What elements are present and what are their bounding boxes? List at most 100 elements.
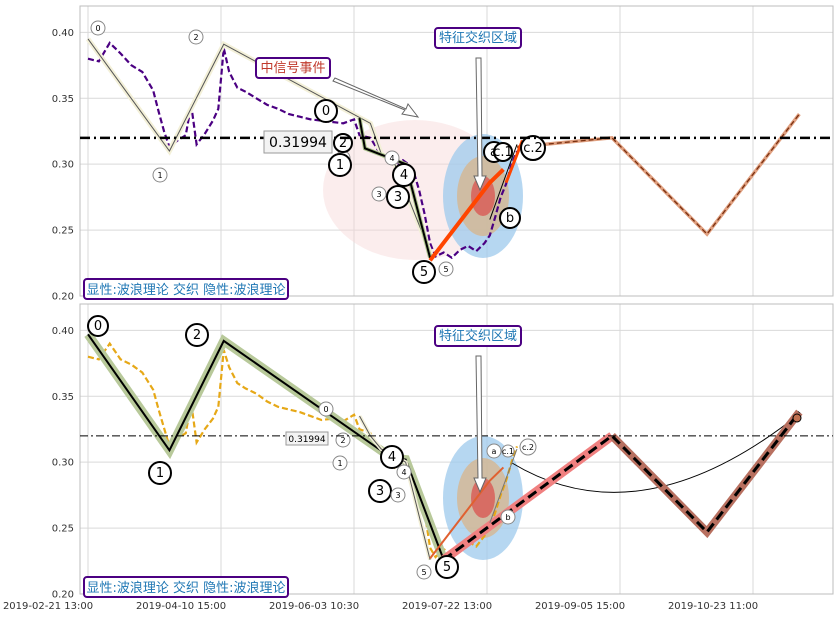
top-wave-labels: 0122345012345ac.1c.2b bbox=[90, 20, 546, 284]
top-explicit-annotation: 显性:波浪理论 交织 隐性:波浪理论 bbox=[83, 278, 289, 300]
wave-label: a bbox=[492, 447, 497, 456]
top-feature-zone-annotation: 特征交织区域 bbox=[434, 27, 522, 192]
y-tick-label: 0.20 bbox=[52, 590, 74, 601]
wave-label: 2 bbox=[193, 328, 201, 343]
bottom-feature-zone-arrow bbox=[473, 355, 487, 494]
x-tick-label: 2019-04-10 15:00 bbox=[136, 601, 226, 612]
red-leg-up bbox=[504, 139, 524, 184]
wave-label: b bbox=[505, 513, 510, 522]
bottom-explicit-label: 显性:波浪理论 交织 隐性:波浪理论 bbox=[86, 580, 285, 596]
wave-label-circle bbox=[328, 153, 352, 177]
wave-label: 3 bbox=[376, 190, 381, 199]
wave-label-circle bbox=[188, 29, 204, 45]
wave-label: 3 bbox=[395, 491, 400, 500]
wave-label-circle bbox=[384, 150, 400, 166]
top-hline-label-box: 0.31994 bbox=[263, 130, 333, 154]
top-y-ticks: 0.20 0.25 0.30 0.35 0.40 bbox=[52, 28, 74, 303]
wave-label-circle bbox=[435, 555, 459, 579]
wave-label: 1 bbox=[337, 459, 342, 468]
red-leg-line bbox=[428, 168, 505, 262]
mid-signal-label: 中信号事件 bbox=[260, 61, 325, 76]
wave-label: 4 bbox=[401, 468, 406, 477]
wave-label-circle bbox=[520, 135, 546, 161]
wave-label-circle bbox=[148, 461, 172, 485]
bottom-wave-labels: 0 1 2 3 4 5 0 2 1 3 4 5 a c.1 c.2 b bbox=[87, 315, 802, 580]
wave-label: 3 bbox=[394, 190, 402, 205]
wave-label-circle bbox=[396, 464, 412, 480]
wave-label-circle bbox=[493, 142, 513, 162]
y-tick-label: 0.40 bbox=[52, 28, 74, 39]
b-leg-line bbox=[489, 448, 518, 523]
wave-label-circle bbox=[500, 509, 516, 525]
wave-label-circle bbox=[335, 432, 351, 448]
wave-label-circle bbox=[332, 455, 348, 471]
wave-label: 3 bbox=[376, 484, 384, 499]
forecast-line bbox=[442, 411, 801, 561]
wave-label-circle bbox=[318, 401, 334, 417]
forecast-line bbox=[516, 113, 800, 236]
x-tick-label: 2019-07-22 13:00 bbox=[402, 601, 492, 612]
y-tick-label: 0.40 bbox=[52, 326, 74, 337]
bottom-x-ticks: 2019-02-21 13:00 2019-04-10 15:00 2019-06-… bbox=[3, 601, 758, 612]
wave-label-circle bbox=[499, 207, 521, 229]
bottom-feature-zone-annotation: 特征交织区域 bbox=[434, 325, 522, 494]
wave-label: 1 bbox=[156, 466, 164, 481]
wave-label: 4 bbox=[388, 450, 396, 465]
minor-wave-line bbox=[359, 415, 431, 560]
bottom-panel: 0.200.250.300.350.40 2019-02-21 13:00 201… bbox=[3, 303, 834, 612]
bottom-feature-zone-label: 特征交织区域 bbox=[439, 328, 517, 344]
wave-label: b bbox=[506, 211, 514, 226]
y-tick-label: 0.25 bbox=[52, 524, 74, 535]
wave-label: c.1 bbox=[493, 145, 513, 160]
top-feature-zone-label: 特征交织区域 bbox=[439, 30, 517, 46]
wave-label: 1 bbox=[157, 171, 162, 180]
bottom-frame bbox=[79, 303, 834, 595]
wave-label: 4 bbox=[389, 154, 394, 163]
wave-label-circle bbox=[386, 185, 410, 209]
x-tick-label: 2019-09-05 15:00 bbox=[535, 601, 625, 612]
wave-label: 5 bbox=[443, 560, 451, 575]
x-tick-label: 2019-02-21 13:00 bbox=[3, 601, 93, 612]
wave-label-circle bbox=[519, 438, 537, 456]
wave-label: 0 bbox=[95, 24, 100, 33]
x-tick-label: 2019-10-23 11:00 bbox=[668, 601, 758, 612]
bottom-explicit-annotation: 显性:波浪理论 交织 隐性:波浪理论 bbox=[83, 576, 289, 598]
wave-label-circle bbox=[486, 443, 502, 459]
wave-label-circle bbox=[185, 323, 209, 347]
y-tick-label: 0.35 bbox=[52, 392, 74, 403]
wave-label: c.1 bbox=[502, 447, 514, 456]
wave-label: 4 bbox=[400, 168, 408, 183]
wave-label-circle bbox=[416, 564, 432, 580]
wave-label-circle bbox=[368, 479, 392, 503]
wave-label: c.2 bbox=[522, 443, 534, 452]
wave-label: 0 bbox=[323, 405, 328, 414]
wave-label: 0 bbox=[94, 319, 102, 334]
red-leg-line bbox=[429, 466, 505, 560]
wave-label-circle bbox=[392, 163, 416, 187]
y-tick-label: 0.35 bbox=[52, 94, 74, 105]
forecast-end-marker bbox=[792, 413, 802, 423]
wave-label-circle bbox=[371, 186, 387, 202]
wave-label: 0 bbox=[322, 104, 330, 119]
wave-label: 5 bbox=[443, 265, 448, 274]
y-tick-label: 0.30 bbox=[52, 160, 74, 171]
y-tick-label: 0.30 bbox=[52, 458, 74, 469]
y-tick-label: 0.20 bbox=[52, 292, 74, 303]
top-hline-label: 0.31994 bbox=[269, 135, 327, 151]
wave-label-circle bbox=[152, 167, 168, 183]
wave-label-circle bbox=[390, 487, 406, 503]
wave-label-circle bbox=[380, 445, 404, 469]
wave-label: 2 bbox=[340, 436, 345, 445]
bottom-hline-label-box: 0.31994 bbox=[285, 431, 329, 446]
wave-label: 1 bbox=[336, 158, 344, 173]
wave-label-circle bbox=[438, 261, 454, 277]
wave-label-circle bbox=[90, 20, 106, 36]
bottom-y-ticks: 0.20 0.25 0.30 0.35 0.40 bbox=[52, 326, 74, 601]
wave-label-circle bbox=[501, 444, 515, 458]
bottom-hline-label: 0.31994 bbox=[288, 435, 325, 445]
top-explicit-label: 显性:波浪理论 交织 隐性:波浪理论 bbox=[86, 282, 285, 298]
top-feature-zone-arrow bbox=[473, 57, 487, 192]
top-panel: 0.200.250.300.350.40 0122345012345ac.1c.… bbox=[52, 5, 834, 303]
b-leg-line bbox=[489, 144, 518, 220]
